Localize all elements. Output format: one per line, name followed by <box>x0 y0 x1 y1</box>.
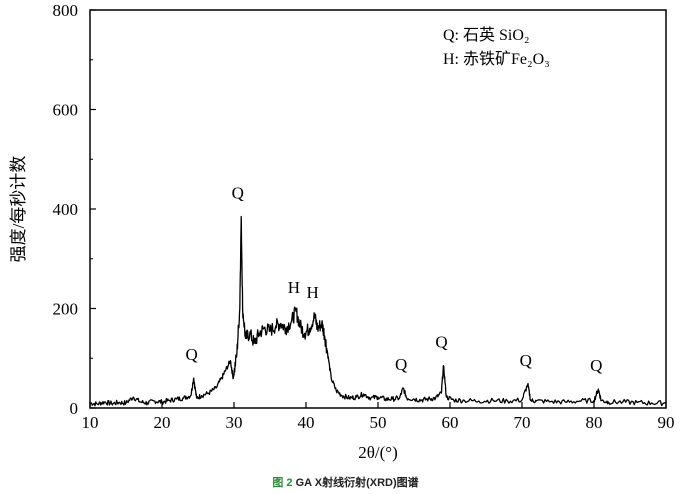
x-tick-label: 60 <box>442 413 459 432</box>
x-tick-label: 90 <box>658 413 675 432</box>
x-tick-label: 30 <box>226 413 243 432</box>
y-tick-label: 400 <box>53 200 79 219</box>
peak-label: Q <box>435 333 447 352</box>
peak-label: H <box>306 283 318 302</box>
x-tick-label: 10 <box>82 413 99 432</box>
legend-entry: H: 赤铁矿Fe₂O₃ <box>443 50 550 68</box>
peak-label: Q <box>590 356 602 375</box>
y-tick-label: 200 <box>53 300 79 319</box>
peak-annotations: Q Q H H Q Q Q Q <box>186 183 603 375</box>
legend-entry: Q: 石英 SiO₂ <box>443 26 529 44</box>
x-tick-label: 50 <box>370 413 387 432</box>
x-tick-label: 70 <box>514 413 531 432</box>
y-tick-label: 600 <box>53 101 79 120</box>
figure-number: 图 2 <box>272 477 293 489</box>
plot-area <box>89 215 667 407</box>
peak-label: H <box>288 278 300 297</box>
peak-label: Q <box>186 345 198 364</box>
peak-label: Q <box>520 351 532 370</box>
x-tick-label: 80 <box>586 413 603 432</box>
peak-label: Q <box>395 355 407 374</box>
x-tick-label: 20 <box>154 413 171 432</box>
y-axis-label: 强度/每秒计数 <box>9 156 28 263</box>
legend: Q: 石英 SiO₂ H: 赤铁矿Fe₂O₃ <box>443 26 550 68</box>
x-axis-label: 2θ/(°) <box>358 443 398 462</box>
tick-labels: 10 20 30 40 50 60 70 80 90 0 200 400 600 800 <box>53 1 675 432</box>
plot-frame <box>89 9 667 409</box>
y-tick-label: 800 <box>53 1 79 20</box>
peak-label: Q <box>232 183 244 202</box>
y-tick-label: 0 <box>70 399 79 418</box>
axis-ticks <box>89 9 667 409</box>
x-tick-label: 40 <box>298 413 315 432</box>
series-line-0 <box>89 215 667 407</box>
figure-caption: 图 2 GA X射线衍射(XRD)图谱 <box>0 474 691 490</box>
figure-caption-text: GA X射线衍射(XRD)图谱 <box>295 477 419 489</box>
